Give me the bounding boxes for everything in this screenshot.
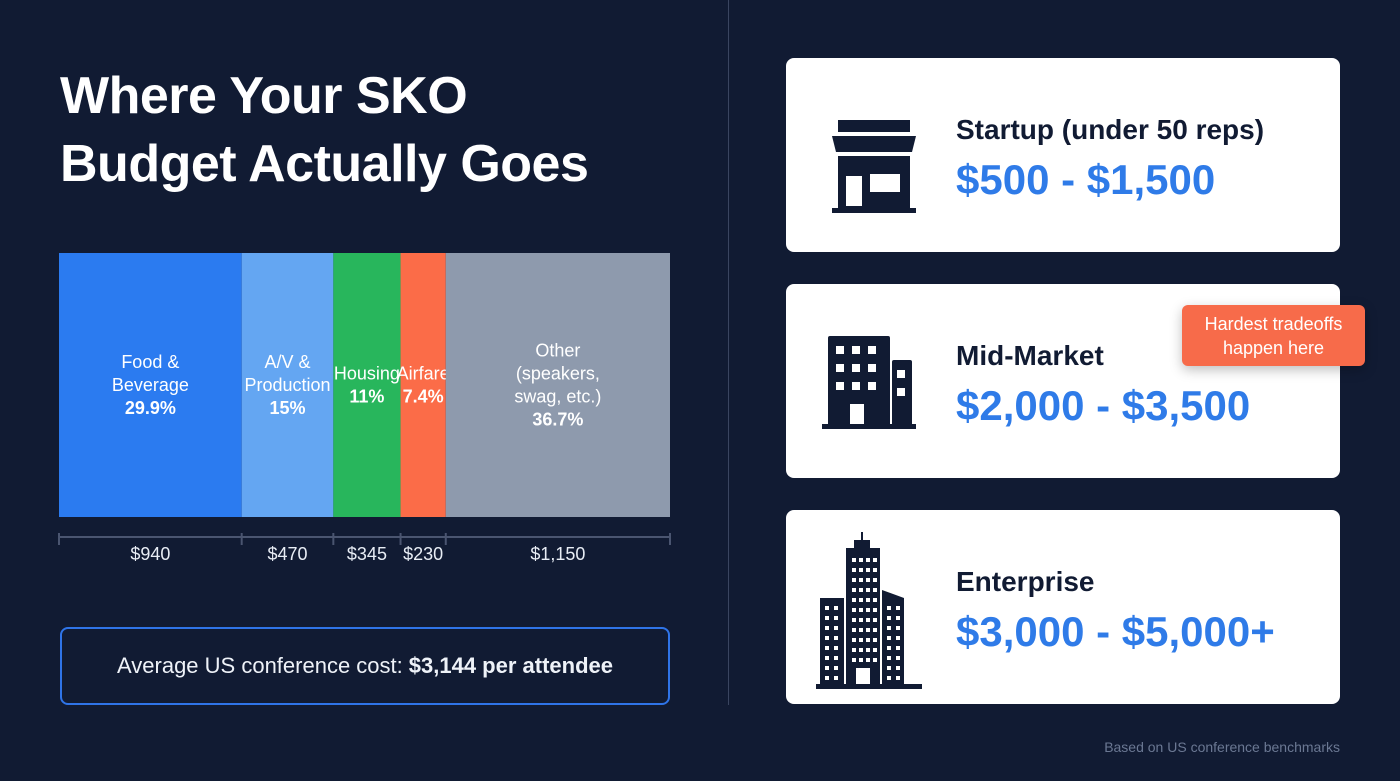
segment-label: Production	[244, 375, 330, 395]
bar-segment	[59, 253, 242, 517]
percent-label: 7.4%	[403, 387, 444, 407]
segment-label: A/V &	[264, 352, 310, 372]
percent-label: 36.7%	[532, 410, 583, 430]
segment-label: (speakers,	[516, 364, 600, 384]
percent-label: 11%	[349, 387, 384, 407]
segment-label: Housing	[334, 364, 400, 384]
skyscraper-icon	[816, 532, 922, 689]
tier-label: Mid-Market	[956, 340, 1104, 371]
percent-label: 29.9%	[125, 398, 176, 418]
callout-line: happen here	[1222, 338, 1325, 358]
storefront-icon	[832, 120, 916, 213]
tier-card-enterprise: Enterprise $3,000 - $5,000+	[786, 510, 1340, 704]
bar-segment	[333, 253, 401, 517]
segment-label: Other	[535, 341, 580, 361]
average-cost-box: Average US conference cost: $3,144 per a…	[60, 627, 670, 705]
budget-stacked-bar-chart: Food & Beverage 29.9% $940 A/V & Production 15…	[58, 253, 671, 564]
tier-card-startup: Startup (under 50 reps) $500 - $1,500	[786, 58, 1340, 252]
average-cost-label: Average US conference cost:	[117, 653, 403, 678]
value-label: $470	[267, 544, 307, 564]
value-label: $345	[347, 544, 387, 564]
percent-label: 15%	[269, 398, 305, 418]
divider	[728, 0, 729, 705]
segment-label: Beverage	[112, 375, 189, 395]
segment-label: Airfare	[397, 364, 450, 384]
callout-line: Hardest tradeoffs	[1204, 314, 1343, 334]
value-label: $1,150	[530, 544, 585, 564]
title-line: Budget Actually Goes	[60, 135, 589, 193]
bar-segment	[445, 253, 670, 517]
tier-range: $500 - $1,500	[956, 156, 1216, 203]
callout-badge: Hardest tradeoffs happen here	[1182, 305, 1365, 366]
tier-range: $3,000 - $5,000+	[956, 608, 1275, 655]
segment-label: Food &	[121, 352, 179, 372]
segment-label: swag, etc.)	[514, 387, 601, 407]
tier-label: Startup (under 50 reps)	[956, 114, 1265, 145]
page-title: Where Your SKO Budget Actually Goes	[60, 62, 589, 198]
footnote: Based on US conference benchmarks	[1104, 739, 1340, 755]
average-cost-value: $3,144 per attendee	[408, 653, 613, 678]
value-label: $940	[130, 544, 170, 564]
value-label: $230	[403, 544, 443, 564]
bar-segment	[241, 253, 334, 517]
bar-segment	[400, 253, 446, 517]
office-building-icon	[822, 336, 916, 429]
tier-range: $2,000 - $3,500	[956, 382, 1251, 429]
tier-label: Enterprise	[956, 566, 1095, 597]
title-line: Where Your SKO	[60, 67, 468, 125]
